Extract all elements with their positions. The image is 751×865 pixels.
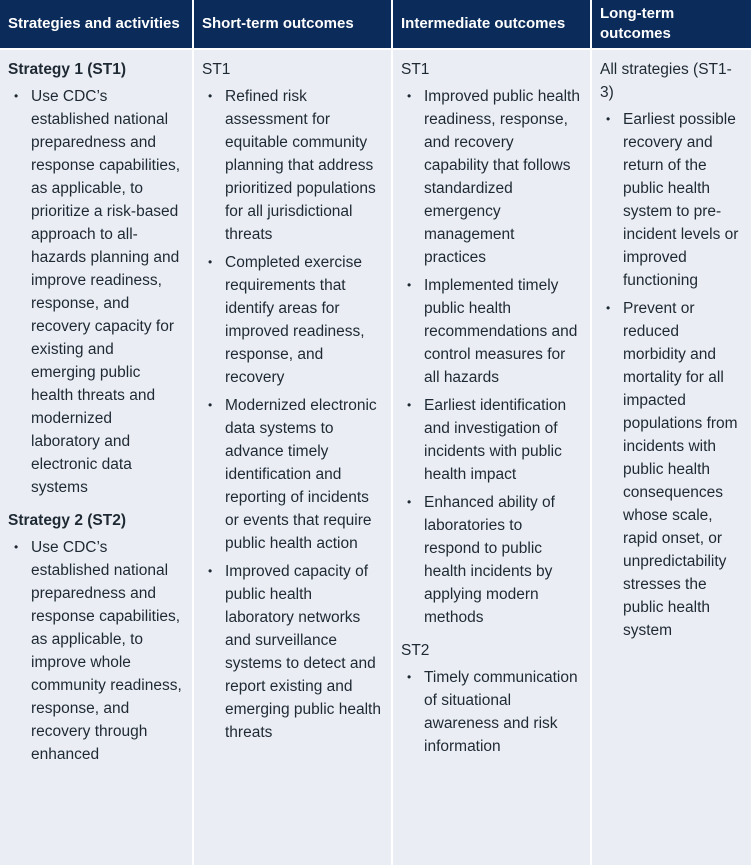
bullet-item: Enhanced ability of laboratories to resp… xyxy=(407,491,580,629)
group-label: Strategy 2 (ST2) xyxy=(8,512,127,529)
bullet-item: Earliest identification and investigatio… xyxy=(407,394,580,486)
bullet-item: Improved capacity of public health labor… xyxy=(208,560,381,744)
bullet-list: Use CDC’s established national preparedn… xyxy=(8,85,182,499)
bullet-list: Use CDC’s established national preparedn… xyxy=(8,536,182,766)
bullet-list: Earliest possible recovery and return of… xyxy=(600,108,741,642)
group-label: All strategies (ST1-3) xyxy=(600,61,732,101)
group-label: Strategy 1 (ST1) xyxy=(8,61,127,78)
group-label: ST1 xyxy=(202,61,231,78)
bullet-item: Improved public health readiness, respon… xyxy=(407,85,580,269)
header-cell: Intermediate outcomes xyxy=(393,0,590,48)
bullet-item: Use CDC’s established national preparedn… xyxy=(14,536,182,766)
bullet-item: Implemented timely public health recomme… xyxy=(407,274,580,389)
bullet-item: Timely communication of situational awar… xyxy=(407,666,580,758)
column-cell: ST1 Refined risk assessment for equitable… xyxy=(194,50,391,865)
group-label: ST2 xyxy=(401,642,430,659)
header-cell: Long-term outcomes xyxy=(592,0,751,48)
bullet-item: Completed exercise requirements that ide… xyxy=(208,251,381,389)
bullet-list: Improved public health readiness, respon… xyxy=(401,85,580,629)
column-cell: All strategies (ST1-3) Earliest possible … xyxy=(592,50,751,865)
bullet-item: Refined risk assessment for equitable co… xyxy=(208,85,381,246)
header-cell: Short-term outcomes xyxy=(194,0,391,48)
bullet-item: Modernized electronic data systems to ad… xyxy=(208,394,381,555)
column-cell: ST1 Improved public health readiness, res… xyxy=(393,50,590,865)
bullet-list: Refined risk assessment for equitable co… xyxy=(202,85,381,744)
bullet-item: Prevent or reduced morbidity and mortali… xyxy=(606,297,741,642)
group-label: ST1 xyxy=(401,61,430,78)
bullet-item: Use CDC’s established national preparedn… xyxy=(14,85,182,499)
column-cell: Strategy 1 (ST1) Use CDC’s established na… xyxy=(0,50,192,865)
header-cell: Strategies and activities xyxy=(0,0,192,48)
bullet-list: Timely communication of situational awar… xyxy=(401,666,580,758)
bullet-item: Earliest possible recovery and return of… xyxy=(606,108,741,292)
